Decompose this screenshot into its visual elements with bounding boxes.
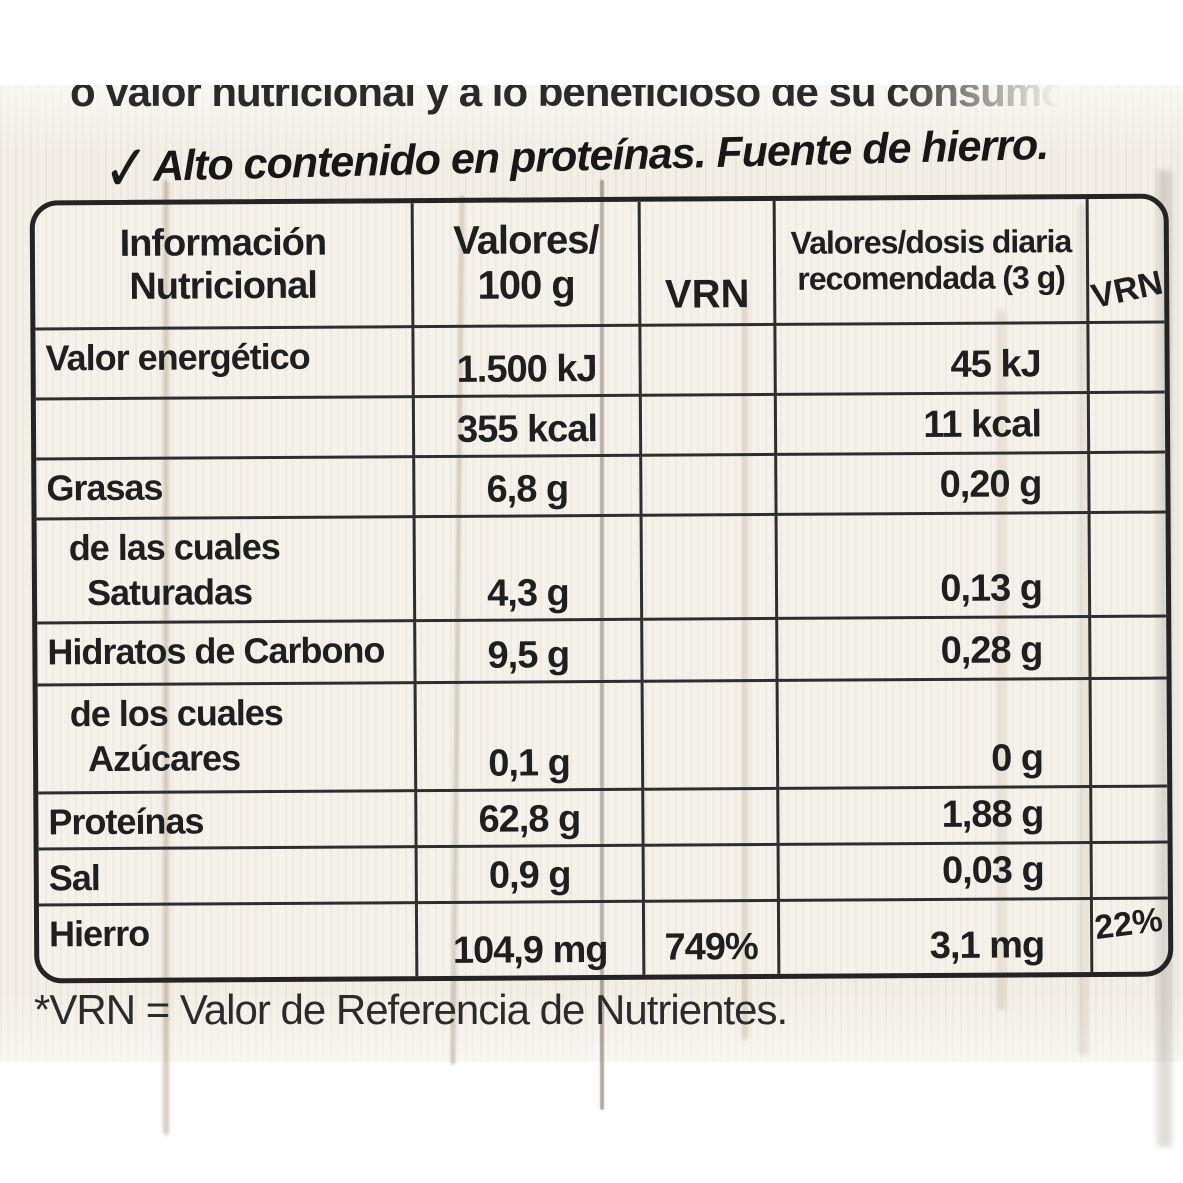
header-line: Información (119, 222, 327, 266)
row-label-saturadas: de las cuales Saturadas (36, 518, 417, 625)
vrn-per100 (641, 325, 777, 397)
row-label-hierro: Hierro (38, 904, 419, 979)
value-per100-grasas: 6,8 g (415, 456, 643, 519)
vrn-dose (1089, 393, 1166, 455)
row-label-text: Azúcares (87, 737, 241, 780)
value-dose-hidratos: 0,28 g (778, 618, 1092, 682)
top-clipped-sentence: o valor nutricional y a lo beneficioso d… (70, 85, 1070, 133)
value-per100-sal: 0,9 g (417, 846, 645, 905)
header-line: 100 g (477, 263, 575, 308)
vrn-per100 (643, 619, 779, 683)
value-per100-kcal: 355 kcal (414, 396, 643, 459)
vrn-per100 (641, 395, 778, 457)
value-per100-azucares: 0,1 g (416, 682, 645, 793)
vrn-dose (1089, 323, 1165, 395)
value-dose-kcal: 11 kcal (776, 394, 1091, 456)
vrn-per100 (642, 455, 778, 517)
nutrition-table: Información Nutricional Valores/ 100 g V… (29, 193, 1174, 984)
header-informacion-nutricional: Información Nutricional (34, 203, 415, 331)
vrn-dose (1092, 787, 1168, 845)
value-dose-kj: 45 kJ (776, 324, 1090, 396)
value-dose-proteinas: 1,88 g (779, 788, 1093, 846)
header-line: Valores/ (453, 218, 599, 264)
label-background (0, 85, 1183, 1147)
vrn-per100 (644, 789, 780, 847)
value-per100-hidratos: 9,5 g (416, 620, 644, 685)
value-per100-saturadas: 4,3 g (415, 516, 644, 623)
texture-streak (600, 180, 604, 1110)
value-dose-hierro: 3,1 mg (779, 900, 1094, 974)
row-label-valor-energetico: Valor energético (35, 328, 415, 401)
check-icon: ✓ (102, 131, 150, 205)
vrn-per100-hierro: 749% (644, 901, 781, 975)
header-line: recomendada (3 g) (797, 259, 1065, 297)
vrn-dose (1091, 679, 1168, 789)
vrn-dose (1090, 513, 1167, 619)
value-dose-grasas: 0,20 g (777, 454, 1091, 516)
texture-streak (742, 290, 748, 1040)
row-label-text: de los cuales (69, 691, 283, 735)
vrn-per100 (642, 515, 779, 621)
vrn-dose (1091, 617, 1167, 681)
texture-streak (163, 180, 169, 1135)
row-label-text: Saturadas (86, 571, 253, 614)
row-label-text: Sal (48, 857, 100, 899)
row-label-sal: Sal (38, 848, 418, 907)
row-label-text: Proteínas (48, 800, 204, 843)
label-edge-shadow (1157, 170, 1172, 1147)
header-vrn-dosis: VRN (1087, 198, 1166, 325)
row-label-text: Grasas (46, 466, 163, 509)
header-valores-100g: Valores/ 100 g (413, 201, 642, 329)
vrn-dose (1090, 453, 1166, 515)
header-vrn-100g: VRN (640, 200, 777, 327)
texture-streak (997, 310, 1006, 1010)
row-label-empty (35, 398, 416, 461)
value-dose-sal: 0,03 g (779, 844, 1093, 902)
header-dosis-diaria: Valores/dosis diaria recomendada (3 g) (775, 199, 1090, 326)
claim-text: Alto contenido en proteínas. Fuente de h… (152, 120, 1049, 191)
header-line: Nutricional (129, 264, 318, 308)
row-label-hidratos: Hidratos de Carbono (37, 622, 417, 687)
header-line: Valores/dosis diaria (790, 223, 1072, 262)
vrn-dose-hierro: 22% (1092, 900, 1166, 947)
value-per100-kj: 1.500 kJ (414, 326, 642, 399)
vrn-per100 (643, 681, 780, 791)
header-line: VRN (1087, 263, 1166, 316)
row-label-text: Hidratos de Carbono (47, 629, 385, 673)
texture-streak (1078, 205, 1088, 1055)
vrn-footnote: *VRN = Valor de Referencia de Nutrientes… (34, 986, 788, 1033)
row-label-text: Valor energético (45, 335, 310, 379)
row-label-proteinas: Proteínas (38, 792, 418, 851)
row-label-azucares: de los cuales Azúcares (37, 684, 418, 795)
vrn-per100 (644, 845, 780, 903)
row-label-text: Hierro (48, 912, 150, 955)
top-clipped-text: o valor nutricional y a lo beneficioso d… (70, 85, 1067, 115)
row-label-text (46, 403, 408, 405)
row-label-grasas: Grasas (36, 458, 416, 521)
value-dose-azucares: 0 g (778, 680, 1093, 790)
value-per100-hierro: 104,9 mg (417, 902, 646, 977)
value-dose-saturadas: 0,13 g (777, 514, 1092, 620)
vrn-dose (1092, 843, 1168, 901)
row-label-text: de las cuales (68, 525, 281, 569)
value-per100-proteinas: 62,8 g (417, 790, 645, 849)
header-line: VRN (664, 272, 750, 317)
